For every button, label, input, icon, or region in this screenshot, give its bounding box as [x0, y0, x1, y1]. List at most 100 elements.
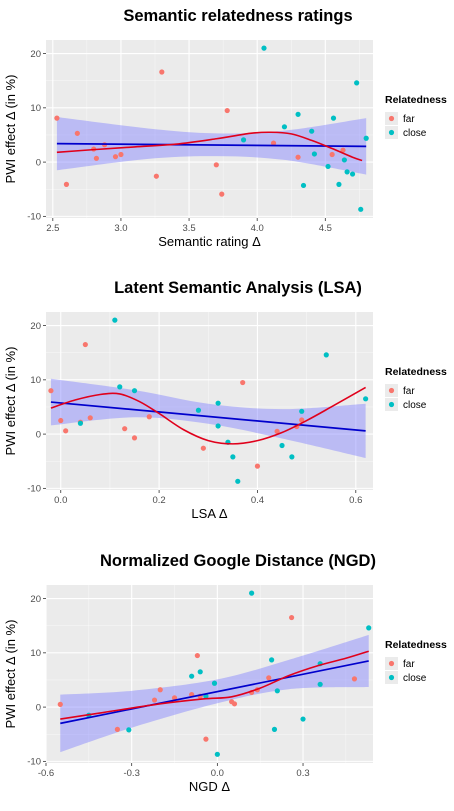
legend-label-close: close: [403, 673, 427, 684]
point-far: [289, 614, 295, 621]
loess-fit-line: [50, 386, 367, 445]
point-far: [200, 445, 206, 451]
y-tick-label: 10: [30, 648, 41, 659]
point-close: [317, 681, 323, 687]
x-tick-label: 3.0: [114, 223, 127, 234]
point-far: [274, 428, 280, 434]
point-far: [340, 147, 346, 153]
point-close: [311, 151, 318, 157]
plot-area: [57, 590, 372, 757]
point-close: [214, 751, 220, 757]
y-axis-label: PWI effect Δ (in %): [3, 620, 18, 729]
panel-semantic: Semantic relatedness ratings 2.5 3.0 3.5 4.0…: [0, 0, 454, 262]
y-tick-label: -10: [27, 212, 41, 223]
x-tick-label: -0.3: [123, 768, 139, 779]
point-close: [274, 688, 280, 694]
legend-title: Relatedness: [385, 639, 447, 651]
confidence-ribbon: [50, 378, 366, 458]
y-axis-label: PWI effect Δ (in %): [3, 75, 18, 184]
legend-label-far: far: [403, 659, 415, 670]
point-close: [131, 388, 138, 394]
chart-lsa: Latent Semantic Analysis (LSA) 0.0 0.2 0.4 0…: [3, 279, 447, 521]
y-tick-label: 0: [36, 429, 41, 440]
legend-key-close: [388, 674, 395, 681]
chart-title: Normalized Google Distance (NGD): [100, 552, 376, 570]
x-axis-label: NGD Δ: [189, 779, 231, 794]
point-close: [300, 182, 307, 189]
point-close: [349, 171, 356, 177]
x-tick-label: 0.0: [211, 768, 224, 779]
point-close: [215, 423, 221, 429]
x-tick-label: -0.6: [38, 768, 54, 779]
point-far: [254, 463, 261, 469]
point-close: [235, 478, 241, 484]
y-tick-label: 20: [30, 594, 41, 605]
point-close: [249, 590, 255, 596]
point-close: [240, 137, 247, 143]
point-far: [270, 140, 277, 146]
y-tick-label: 10: [30, 375, 41, 386]
point-close: [358, 206, 364, 212]
chart-title: Semantic relatedness ratings: [123, 7, 352, 25]
legend-title: Relatedness: [385, 94, 447, 106]
plot-background: [46, 312, 373, 490]
legend-key-close: [388, 129, 395, 136]
point-far: [63, 181, 70, 187]
panel-ngd: Normalized Google Distance (NGD) -0.6 -0.3…: [0, 545, 454, 807]
y-tick-label: 20: [30, 49, 41, 60]
y-tick-label: 0: [36, 702, 41, 713]
point-close: [366, 625, 372, 631]
point-far: [194, 652, 200, 659]
point-close: [230, 454, 236, 460]
y-tick-label: -10: [27, 757, 41, 768]
x-tick-label: 4.0: [251, 223, 264, 234]
point-close: [77, 420, 84, 426]
point-far: [329, 151, 335, 158]
point-close: [117, 384, 123, 390]
legend-key-far: [388, 387, 395, 394]
plot-background: [46, 585, 373, 763]
point-far: [159, 69, 165, 75]
confidence-ribbon: [60, 634, 369, 753]
point-far: [219, 191, 225, 197]
point-close: [300, 716, 306, 722]
point-far: [351, 676, 358, 682]
point-close: [189, 673, 195, 679]
point-close: [295, 111, 301, 117]
point-close: [281, 124, 288, 130]
point-close: [197, 669, 203, 675]
point-far: [118, 151, 124, 158]
y-tick-label: 20: [30, 321, 41, 332]
point-close: [271, 726, 278, 732]
legend-title: Relatedness: [385, 366, 447, 378]
y-tick-label: 0: [36, 157, 41, 168]
plot-area: [48, 317, 369, 484]
point-far: [131, 435, 138, 441]
point-close: [269, 657, 275, 663]
point-close: [341, 157, 347, 163]
point-far: [153, 173, 159, 179]
point-far: [87, 415, 93, 421]
legend-label-close: close: [403, 400, 427, 411]
legend-key-close: [388, 401, 395, 408]
y-tick-label: -10: [27, 484, 41, 495]
point-close: [330, 115, 337, 121]
x-tick-label: 2.5: [46, 223, 59, 234]
x-tick-label: 0.2: [152, 495, 165, 506]
point-close: [309, 128, 315, 134]
point-far: [299, 417, 305, 423]
x-tick-label: 0.0: [54, 495, 67, 506]
panel-lsa: Latent Semantic Analysis (LSA) 0.0 0.2 0.4 0…: [0, 272, 454, 534]
plot-area: [54, 45, 369, 212]
x-tick-label: 0.4: [251, 495, 264, 506]
point-close: [299, 408, 305, 414]
point-far: [213, 162, 219, 168]
point-close: [323, 352, 329, 358]
point-far: [295, 154, 301, 160]
point-far: [82, 341, 88, 348]
point-far: [74, 130, 80, 136]
x-tick-label: 0.3: [296, 768, 309, 779]
legend-label-far: far: [403, 386, 415, 397]
point-close: [195, 407, 202, 413]
